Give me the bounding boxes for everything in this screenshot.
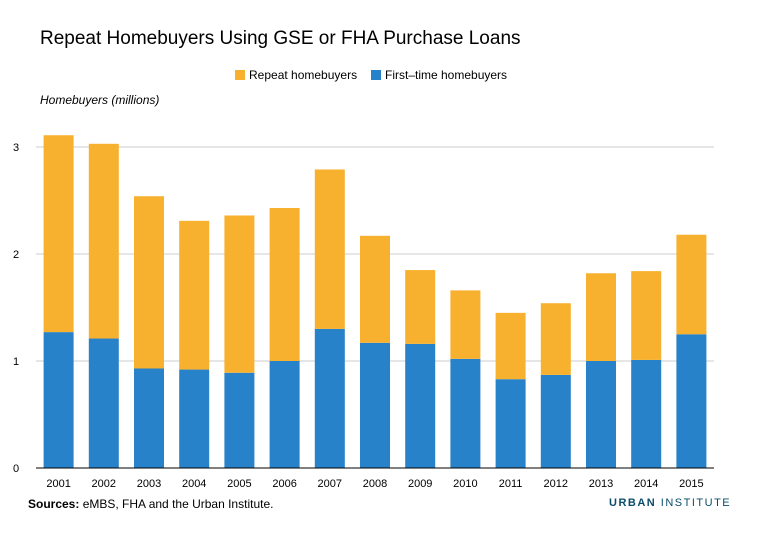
bar-repeat bbox=[676, 234, 707, 335]
y-tick-label: 3 bbox=[13, 142, 19, 154]
bar-first-time bbox=[450, 358, 481, 468]
x-tick-label: 2002 bbox=[92, 478, 116, 490]
bar-repeat bbox=[179, 220, 210, 370]
x-tick-label: 2012 bbox=[544, 478, 568, 490]
bar-first-time bbox=[676, 334, 707, 468]
source-note: Sources: eMBS, FHA and the Urban Institu… bbox=[28, 497, 273, 511]
source-label: Sources: bbox=[28, 497, 80, 511]
y-tick-label: 2 bbox=[13, 249, 19, 261]
bar-repeat bbox=[134, 196, 164, 369]
x-tick-label: 2005 bbox=[227, 478, 251, 490]
y-axis-label: Homebuyers (millions) bbox=[40, 93, 160, 107]
y-tick-label: 0 bbox=[13, 463, 19, 475]
chart-title: Repeat Homebuyers Using GSE or FHA Purch… bbox=[40, 28, 521, 49]
bar-first-time bbox=[224, 372, 255, 468]
urban-institute-logo: URBAN INSTITUTE bbox=[609, 497, 731, 509]
x-tick-label: 2014 bbox=[634, 478, 658, 490]
bar-repeat bbox=[269, 207, 300, 361]
bar-first-time bbox=[631, 359, 662, 468]
legend-swatch-first-time bbox=[371, 70, 381, 80]
bar-first-time bbox=[43, 332, 74, 468]
bar-repeat bbox=[405, 270, 436, 344]
x-tick-label: 2008 bbox=[363, 478, 387, 490]
legend-label-repeat: Repeat homebuyers bbox=[249, 68, 358, 82]
x-tick-label: 2010 bbox=[453, 478, 477, 490]
bar-first-time bbox=[134, 368, 164, 468]
bar-repeat bbox=[540, 303, 571, 375]
y-tick-label: 1 bbox=[13, 356, 19, 368]
bar-repeat bbox=[224, 215, 255, 373]
bar-first-time bbox=[405, 343, 436, 468]
bar-repeat bbox=[314, 169, 345, 329]
bar-repeat bbox=[43, 135, 74, 333]
legend-label-first-time: First–time homebuyers bbox=[385, 68, 508, 82]
x-tick-label: 2003 bbox=[137, 478, 161, 490]
bar-repeat bbox=[586, 273, 616, 361]
bar-first-time bbox=[314, 328, 345, 468]
x-tick-label: 2011 bbox=[499, 478, 523, 490]
legend: Repeat homebuyers First–time homebuyers bbox=[0, 68, 758, 86]
legend-swatch-repeat bbox=[235, 70, 245, 80]
x-tick-label: 2006 bbox=[272, 478, 296, 490]
brand-part2: INSTITUTE bbox=[660, 497, 732, 509]
bar-first-time bbox=[88, 338, 119, 468]
bar-first-time bbox=[179, 369, 210, 468]
x-tick-label: 2009 bbox=[408, 478, 432, 490]
x-tick-label: 2001 bbox=[46, 478, 70, 490]
bar-first-time bbox=[269, 361, 300, 468]
source-text: eMBS, FHA and the Urban Institute. bbox=[79, 497, 274, 511]
x-tick-label: 2015 bbox=[679, 478, 703, 490]
bar-first-time bbox=[360, 342, 390, 468]
bar-repeat bbox=[631, 271, 662, 360]
bar-first-time bbox=[586, 361, 616, 468]
x-tick-label: 2004 bbox=[182, 478, 206, 490]
bar-repeat bbox=[360, 235, 390, 343]
brand-part1: URBAN bbox=[609, 497, 657, 509]
bar-first-time bbox=[495, 379, 526, 468]
bar-repeat bbox=[495, 312, 526, 380]
bar-repeat bbox=[88, 143, 119, 339]
x-tick-label: 2007 bbox=[318, 478, 342, 490]
bar-repeat bbox=[450, 290, 481, 359]
x-tick-label: 2013 bbox=[589, 478, 613, 490]
bar-first-time bbox=[540, 374, 571, 468]
